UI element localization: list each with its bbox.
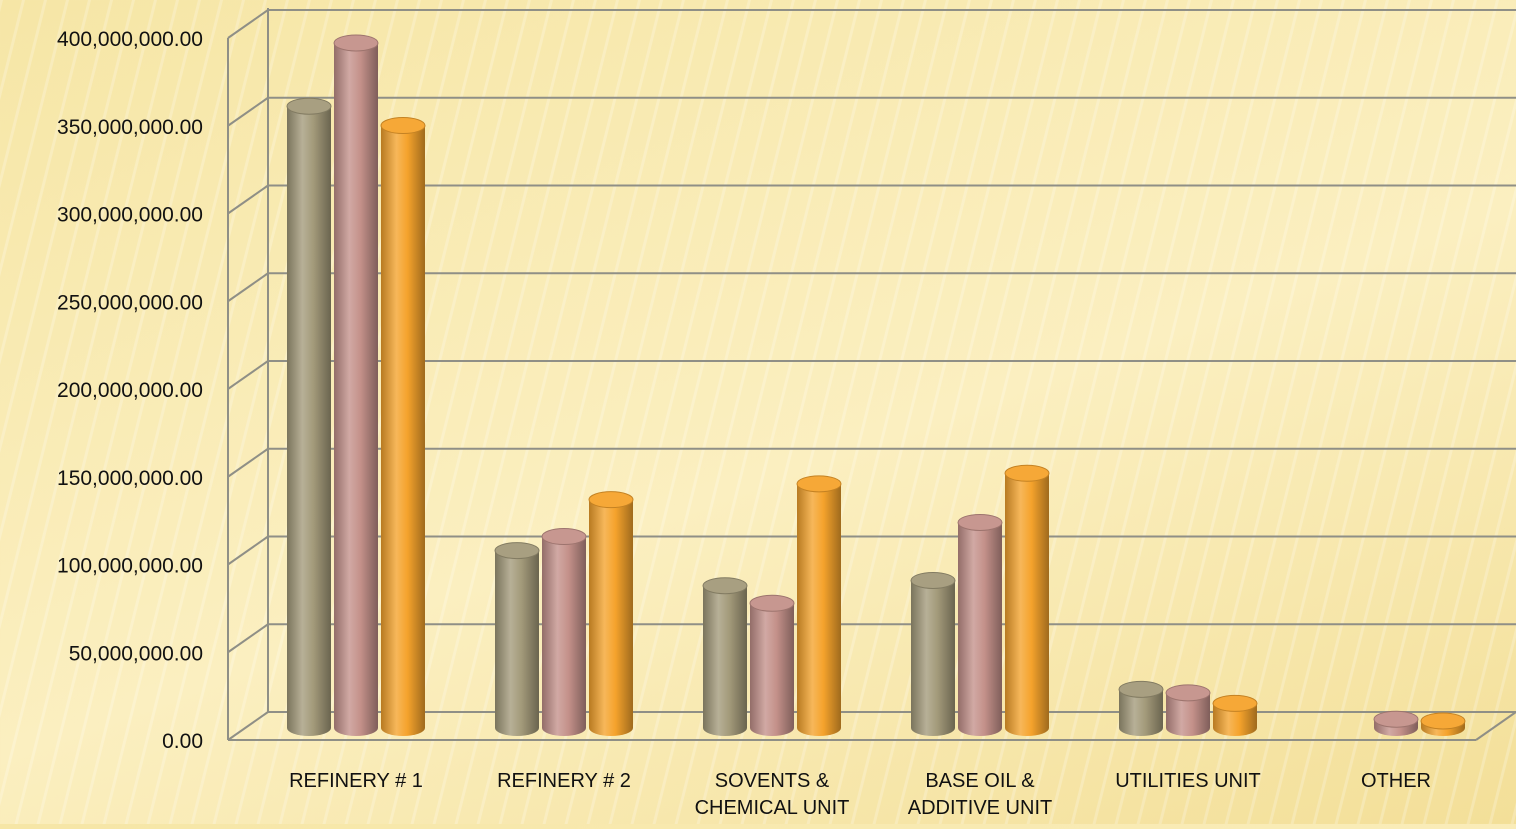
bar (286, 97, 332, 737)
x-tick-label-line: BASE OIL & (925, 770, 1035, 792)
bar (796, 475, 842, 736)
bar-body (797, 483, 841, 736)
y-tick-label: 100,000,000.00 (57, 555, 203, 578)
bar-top (1004, 464, 1050, 482)
y-tick-label: 200,000,000.00 (57, 379, 203, 402)
bar-top (749, 594, 795, 612)
bar (1373, 710, 1419, 736)
gridline-diagonal (227, 535, 269, 566)
bar-top (286, 97, 332, 115)
bar-body (381, 125, 425, 736)
x-tick-label: UTILITIES UNIT (1115, 770, 1261, 792)
x-tick-label: OTHER (1361, 770, 1431, 792)
x-axis-labels: REFINERY # 1 REFINERY # 2 SOVENTS & CHEMICA… (289, 770, 1431, 819)
y-tick-label: 250,000,000.00 (57, 291, 203, 314)
bar-body (1119, 689, 1163, 736)
bar (957, 513, 1003, 736)
bar (910, 571, 956, 736)
gridline-diagonal (227, 360, 269, 390)
bar (380, 117, 426, 736)
bar-body (542, 536, 586, 736)
bar-body (958, 522, 1002, 736)
bar-body (334, 42, 378, 736)
bar-top (333, 34, 379, 52)
bar (1212, 694, 1258, 736)
gridline-diagonal (227, 9, 269, 39)
bar (541, 528, 587, 736)
y-axis-labels: 0.00 50,000,000.00 100,000,000.00 150,000,0… (57, 28, 203, 753)
x-tick-label-line: CHEMICAL UNIT (695, 797, 850, 819)
gridline-diagonal (227, 96, 269, 127)
bars-layer (286, 34, 1466, 737)
y-tick-label: 300,000,000.00 (57, 204, 203, 227)
x-tick-label: REFINERY # 2 (497, 770, 631, 792)
bar-body (750, 603, 794, 736)
bar-body (1166, 692, 1210, 736)
x-tick-label-line: REFINERY # 1 (289, 770, 423, 792)
bar-top (380, 117, 426, 135)
bar-top (588, 491, 634, 509)
x-tick-label: BASE OIL & ADDITIVE UNIT (908, 770, 1052, 819)
bar (1165, 684, 1211, 736)
bar-body (1213, 703, 1257, 736)
bar-top (1212, 694, 1258, 712)
bar (588, 491, 634, 736)
y-tick-label: 50,000,000.00 (69, 642, 203, 665)
bar-top (1373, 710, 1419, 728)
bar-top (541, 528, 587, 546)
gridline-diagonal (227, 623, 269, 654)
bar-top (702, 577, 748, 595)
y-tick-label: 150,000,000.00 (57, 467, 203, 490)
bar (1420, 712, 1466, 736)
bar-top (494, 542, 540, 560)
bar-body (703, 585, 747, 736)
y-tick-label: 0.00 (162, 730, 203, 753)
bar-top (1420, 712, 1466, 730)
bar-top (910, 571, 956, 589)
y-tick-label: 400,000,000.00 (57, 28, 203, 51)
bar (749, 594, 795, 736)
gridline-diagonal (227, 447, 269, 478)
bar-body (287, 106, 331, 737)
bar-body (911, 580, 955, 736)
y-tick-label: 350,000,000.00 (57, 116, 203, 139)
bar-body (589, 499, 633, 736)
bar (333, 34, 379, 736)
bar-top (796, 475, 842, 493)
x-tick-label-line: REFINERY # 2 (497, 770, 631, 792)
x-tick-label-line: SOVENTS & (715, 770, 830, 792)
x-tick-label-line: ADDITIVE UNIT (908, 797, 1052, 819)
bar (1118, 680, 1164, 736)
x-tick-label-line: OTHER (1361, 770, 1431, 792)
x-tick-label: SOVENTS & CHEMICAL UNIT (695, 770, 850, 819)
grid-layer (227, 8, 1516, 741)
bar (702, 577, 748, 736)
bar (494, 542, 540, 736)
bar-body (1005, 473, 1049, 736)
gridline-diagonal (227, 272, 269, 303)
x-tick-label-line: UTILITIES UNIT (1115, 770, 1261, 792)
bar-top (1118, 680, 1164, 698)
bar-top (1165, 684, 1211, 702)
bar (1004, 464, 1050, 736)
gridline-diagonal (227, 184, 269, 215)
x-tick-label: REFINERY # 1 (289, 770, 423, 792)
floor-side-edge (1475, 711, 1516, 741)
bar-top (957, 513, 1003, 531)
gridline-diagonal (227, 711, 269, 741)
bar-body (495, 550, 539, 736)
